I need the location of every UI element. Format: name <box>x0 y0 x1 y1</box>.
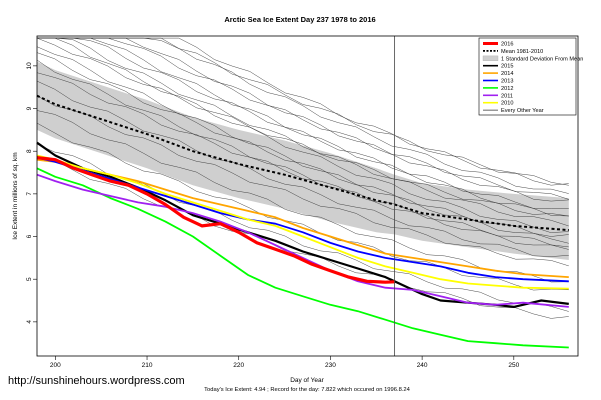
other-year-line <box>36 52 569 237</box>
x-tick-label: 210 <box>142 362 153 369</box>
std-deviation-band-group <box>37 61 569 260</box>
every-other-year-lines <box>36 37 569 319</box>
other-year-line <box>36 59 569 250</box>
legend-swatch <box>482 55 499 61</box>
series-line-2013 <box>36 156 569 283</box>
x-tick-label: 250 <box>508 362 519 369</box>
x-tick-label: 220 <box>233 362 244 369</box>
year-series-lines <box>36 141 569 349</box>
x-axis-label: Day of Year <box>290 377 324 384</box>
series-line-2016 <box>36 156 395 284</box>
legend-label: 2010 <box>501 101 513 107</box>
y-axis-label: Ice Extent in millions of sq. km <box>12 152 19 239</box>
legend-label: 2013 <box>501 79 513 85</box>
other-year-line <box>37 37 569 217</box>
other-year-line <box>36 72 569 248</box>
y-tick-label: 6 <box>26 234 33 238</box>
series-line-2010 <box>36 154 569 290</box>
y-axis-ticks: 4 5 6 7 8 9 10 <box>26 62 37 324</box>
other-year-line <box>36 37 569 217</box>
other-year-line <box>36 95 569 267</box>
other-year-line <box>37 37 569 200</box>
watermark-url: http://sunshinehours.wordpress.com <box>8 375 185 387</box>
other-year-line <box>36 80 569 257</box>
y-tick-label: 4 <box>26 320 33 324</box>
y-tick-label: 9 <box>26 106 33 110</box>
x-tick-label: 200 <box>50 362 61 369</box>
mean-line-group <box>36 94 569 232</box>
x-axis-ticks: 200 210 220 230 240 250 <box>50 356 520 369</box>
series-line-2012 <box>36 167 569 349</box>
y-tick-label: 7 <box>26 192 33 196</box>
x-tick-label: 240 <box>417 362 428 369</box>
other-year-line <box>37 37 569 233</box>
legend-label: Mean 1981-2010 <box>501 49 543 55</box>
series-line-2011 <box>36 173 569 308</box>
other-year-line <box>37 37 569 202</box>
y-tick-label: 5 <box>26 277 33 281</box>
legend-label: Every Other Year <box>501 108 544 114</box>
other-year-line <box>36 122 569 291</box>
chart-title: Arctic Sea Ice Extent Day 237 1978 to 20… <box>224 15 375 24</box>
legend-label: 2014 <box>501 71 513 77</box>
other-year-line <box>37 37 569 227</box>
footer-summary: Today's Ice Extent: 4.94 ; Record for th… <box>204 387 411 393</box>
legend-label: 2011 <box>501 93 513 99</box>
other-year-line <box>36 46 569 244</box>
other-year-line <box>37 37 569 209</box>
x-tick-label: 230 <box>325 362 336 369</box>
legend-label: 2016 <box>501 42 513 48</box>
y-tick-label: 10 <box>26 62 33 70</box>
legend-label: 1 Standard Deviation From Mean <box>501 56 583 62</box>
mean-line <box>36 94 569 232</box>
std-deviation-band <box>37 61 569 260</box>
legend-label: 2012 <box>501 86 513 92</box>
other-year-line <box>36 155 569 319</box>
legend-label: 2015 <box>501 64 513 70</box>
y-tick-label: 8 <box>26 149 33 153</box>
plot-frame <box>36 35 579 357</box>
